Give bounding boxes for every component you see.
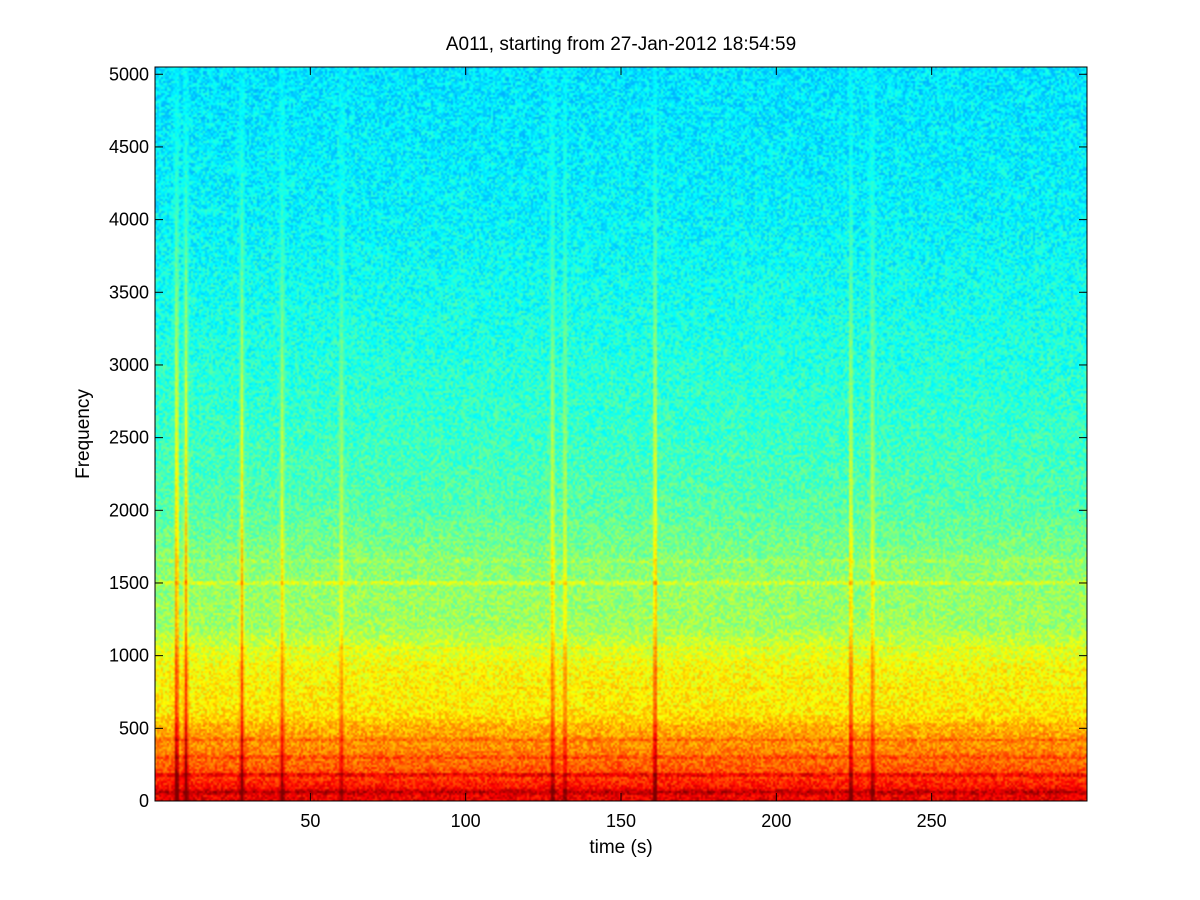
y-tick-label: 1000 — [109, 646, 149, 666]
x-tick-label: 150 — [606, 811, 636, 831]
y-tick-label: 0 — [139, 791, 149, 811]
y-tick-label: 2000 — [109, 500, 149, 520]
y-axis-label: Frequency — [73, 389, 94, 479]
y-tick-label: 4500 — [109, 137, 149, 157]
chart-title: A011, starting from 27-Jan-2012 18:54:59 — [446, 34, 796, 55]
x-axis-ticks: 50 100 150 200 250 — [300, 67, 947, 831]
y-tick-label: 3000 — [109, 355, 149, 375]
y-tick-label: 500 — [119, 718, 149, 738]
x-tick-label: 200 — [761, 811, 791, 831]
x-tick-label: 250 — [917, 811, 947, 831]
y-axis-ticks: 0 500 1000 1500 2000 2500 3000 3500 4000 4500 5000 — [109, 64, 1087, 811]
y-tick-label: 3500 — [109, 282, 149, 302]
spectrogram-image — [155, 67, 1087, 801]
y-tick-label: 4000 — [109, 210, 149, 230]
x-tick-label: 100 — [451, 811, 481, 831]
y-tick-label: 1500 — [109, 573, 149, 593]
y-tick-label: 2500 — [109, 428, 149, 448]
y-tick-label: 5000 — [109, 64, 149, 84]
axes-frame — [154, 66, 1088, 802]
x-tick-label: 50 — [300, 811, 320, 831]
x-axis-label: time (s) — [589, 837, 652, 858]
